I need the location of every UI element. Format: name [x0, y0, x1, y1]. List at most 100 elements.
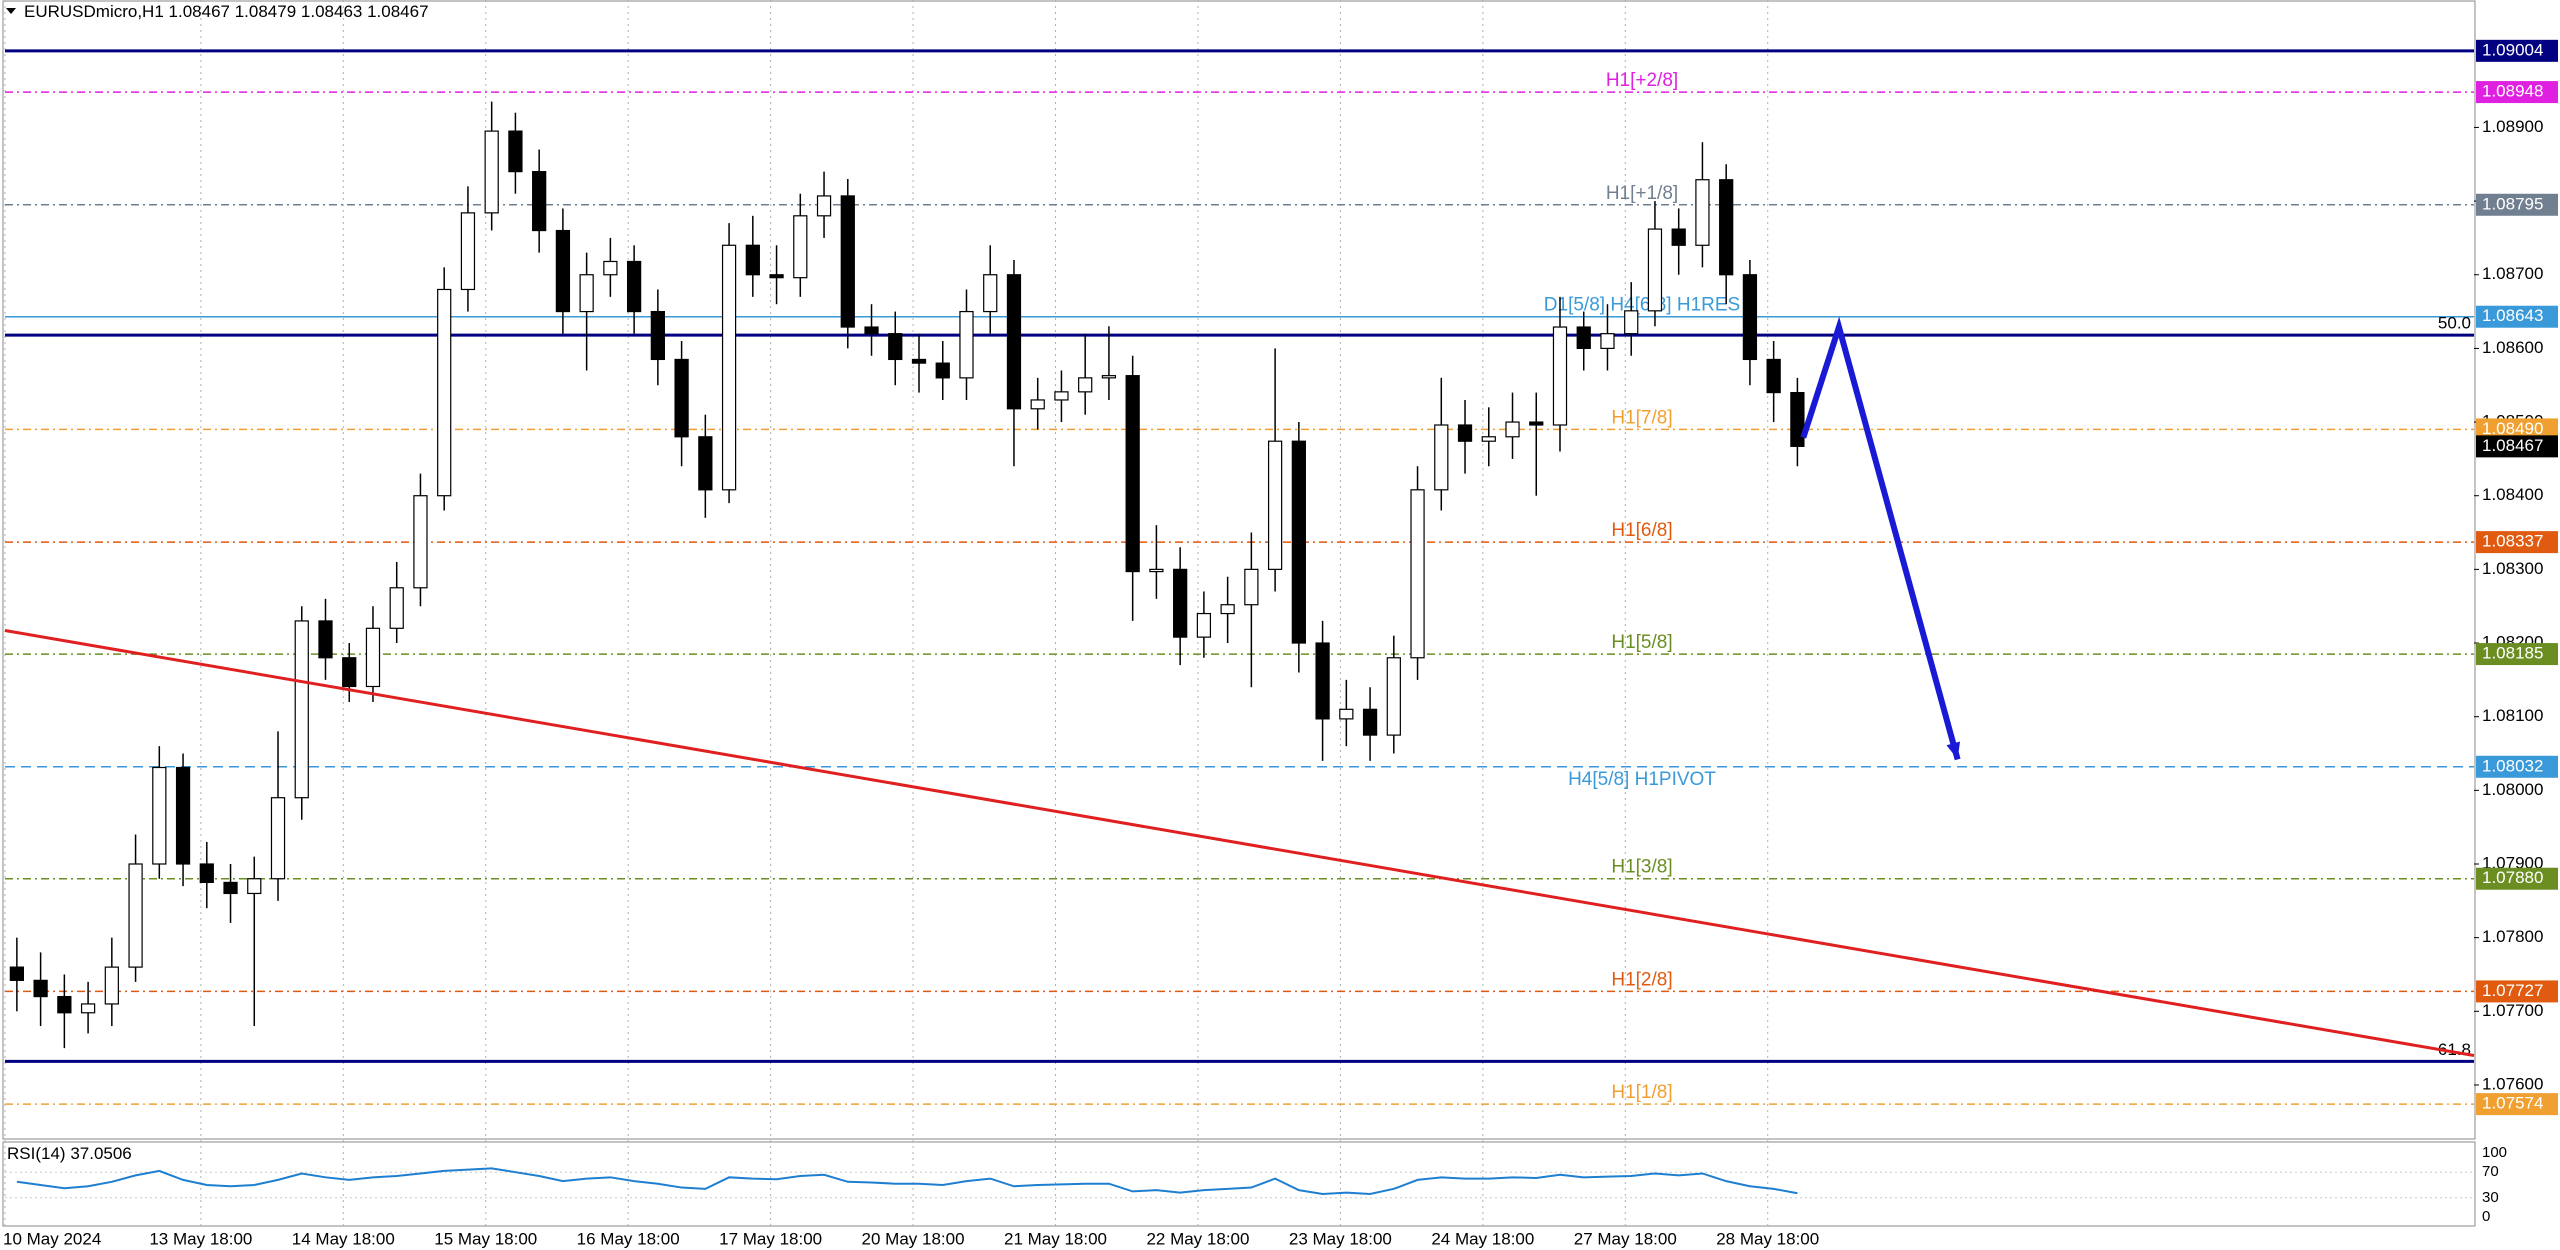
trendline: [4, 629, 2475, 1057]
y-tick-label: 1.07800: [2482, 927, 2543, 946]
candle-body: [1078, 377, 1093, 393]
candle-body: [1101, 375, 1117, 379]
price-tag-label: 1.07727: [2482, 981, 2543, 1000]
candle-body: [1291, 440, 1306, 644]
candle-body: [1671, 228, 1686, 246]
x-tick-label: 22 May 18:00: [1146, 1229, 1249, 1248]
rsi-tick-label: 30: [2482, 1189, 2499, 1206]
quote-open: 1.08467: [169, 2, 230, 21]
candle-body: [270, 797, 286, 880]
price-tag-label: 1.08185: [2482, 644, 2543, 663]
candle-body: [603, 260, 618, 276]
forecast-arrowhead: [1946, 741, 1961, 760]
candle-body: [1624, 310, 1639, 335]
price-tag: [2476, 980, 2558, 1003]
x-tick-label: 20 May 18:00: [862, 1229, 965, 1248]
candle-body: [1267, 440, 1283, 570]
y-tick-label: 1.08400: [2482, 485, 2543, 504]
candle-body: [745, 244, 760, 276]
candle-body: [1244, 568, 1259, 606]
candle-body: [1766, 358, 1781, 394]
candle-body: [769, 274, 784, 279]
rsi-line: [16, 1167, 1798, 1195]
forecast-arrow: [1800, 316, 1961, 761]
price-tag-label: 1.08490: [2482, 419, 2543, 438]
x-tick-label: 28 May 18:00: [1716, 1229, 1819, 1248]
price-tag: [2476, 418, 2558, 441]
candle-body: [1362, 708, 1378, 736]
overlay: [4, 316, 2475, 1195]
candles: [9, 101, 1805, 1049]
candle-body: [1410, 489, 1425, 659]
candle-body: [437, 288, 452, 497]
price-tag-label: 1.08032: [2482, 756, 2543, 775]
candle-body: [1173, 568, 1188, 638]
candle-body: [1481, 436, 1496, 442]
y-tick-label: 1.08600: [2482, 338, 2543, 357]
candle-body: [1576, 326, 1591, 349]
candle-body: [342, 657, 357, 688]
candle-body: [1790, 391, 1805, 447]
x-tick-label: 27 May 18:00: [1574, 1229, 1677, 1248]
x-tick-label: 15 May 18:00: [434, 1229, 537, 1248]
rsi-tick-label: 0: [2482, 1208, 2490, 1225]
fibo-label: 50.0: [2438, 314, 2471, 333]
quote-close: 1.08467: [367, 2, 428, 21]
level-label: H1[5/8]: [1611, 632, 1672, 653]
y-tick-label: 1.08700: [2482, 264, 2543, 283]
symbol: EURUSDmicro,H1: [24, 2, 164, 21]
x-tick-label: 16 May 18:00: [577, 1229, 680, 1248]
level-label: H1[1/8]: [1611, 1082, 1672, 1103]
quote-low: 1.08463: [301, 2, 362, 21]
price-tag: [2476, 305, 2558, 328]
price-tag-label: 1.07880: [2482, 868, 2543, 887]
candle-body: [721, 244, 737, 491]
price-tag-label: 1.09004: [2482, 40, 2543, 59]
candle-body: [152, 766, 167, 865]
y-tick-label: 1.08300: [2482, 559, 2543, 578]
price-tag: [2476, 1093, 2558, 1116]
candle-body: [1196, 612, 1212, 638]
rsi-tick-label: 100: [2482, 1144, 2507, 1161]
candle-body: [1719, 179, 1734, 276]
candle-body: [1600, 333, 1615, 349]
candle-body: [650, 310, 665, 361]
candle-body: [840, 195, 855, 328]
level-label: H1[+1/8]: [1606, 183, 1678, 204]
candle-body: [1742, 274, 1758, 361]
candle-body: [532, 171, 547, 232]
x-tick-label: 10 May 2024: [3, 1229, 101, 1248]
candle-body: [698, 436, 713, 491]
price-tag: [2476, 867, 2558, 890]
current-price-label: 1.08467: [2482, 436, 2543, 455]
candle-body: [816, 195, 832, 217]
candle-body: [460, 212, 476, 291]
candle-body: [1339, 708, 1354, 720]
candle-body: [1125, 375, 1140, 573]
candle-body: [57, 995, 72, 1014]
price-tag: [2476, 193, 2558, 216]
candle-body: [983, 274, 998, 313]
price-tag: [2476, 755, 2558, 778]
candle-body: [247, 878, 262, 895]
candle-body: [389, 587, 404, 629]
candle-body: [175, 766, 191, 865]
candle-body: [104, 966, 119, 1005]
rsi-panel: [2, 1141, 2476, 1227]
x-tick-label: 14 May 18:00: [292, 1229, 395, 1248]
quote-high: 1.08479: [235, 2, 296, 21]
level-label: H1[2/8]: [1611, 969, 1672, 990]
candle-body: [1529, 421, 1544, 426]
price-tag-label: 1.08795: [2482, 194, 2543, 213]
candle-body: [1386, 657, 1401, 736]
candle-body: [911, 358, 927, 364]
candle-body: [626, 260, 642, 313]
candle-body: [1695, 179, 1710, 246]
price-tag: [2476, 81, 2558, 104]
rsi-label: RSI(14): [7, 1144, 66, 1163]
menu-triangle: [6, 8, 16, 14]
candle-body: [864, 326, 879, 335]
x-tick-label: 13 May 18:00: [149, 1229, 252, 1248]
